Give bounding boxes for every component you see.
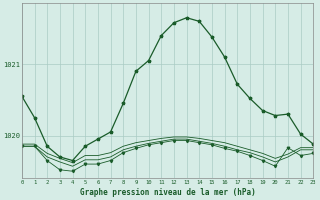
X-axis label: Graphe pression niveau de la mer (hPa): Graphe pression niveau de la mer (hPa) (80, 188, 255, 197)
